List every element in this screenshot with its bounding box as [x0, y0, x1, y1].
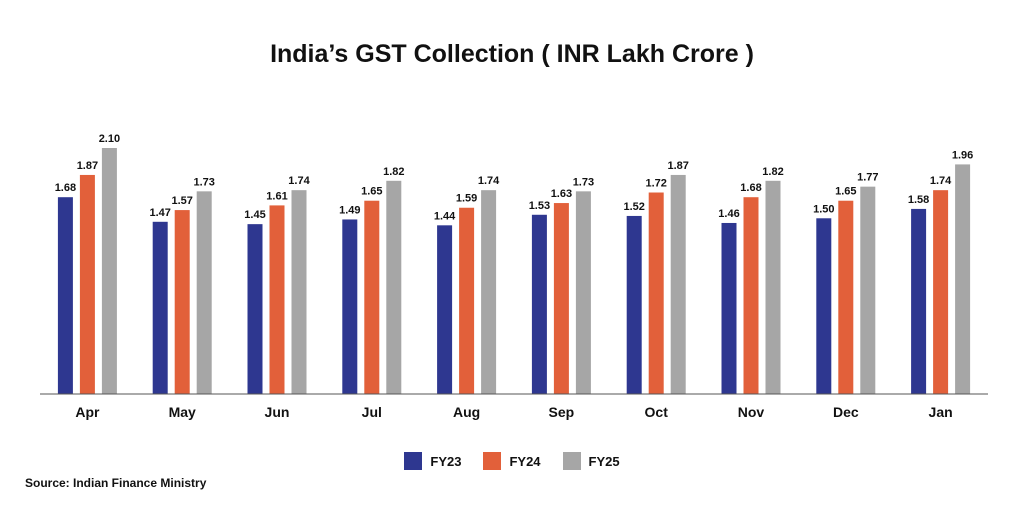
bar-fy24-nov: [743, 197, 759, 394]
bar-fy23-oct: [626, 215, 642, 394]
value-label-fy23-apr: 1.68: [55, 182, 76, 194]
bar-fy23-apr: [57, 197, 73, 394]
value-label-fy23-aug: 1.44: [434, 210, 456, 222]
bar-fy23-nov: [721, 222, 737, 394]
legend-swatch-fy25: [562, 452, 581, 470]
value-label-fy25-jan: 1.96: [952, 149, 973, 161]
value-label-fy24-aug: 1.59: [456, 193, 477, 205]
bar-fy25-sep: [575, 191, 591, 394]
bar-fy25-dec: [860, 186, 876, 394]
x-tick-label-apr: Apr: [75, 404, 100, 420]
bar-fy25-jul: [386, 180, 402, 394]
bar-fy24-apr: [79, 174, 95, 394]
x-tick-label-aug: Aug: [453, 404, 480, 420]
value-label-fy24-apr: 1.87: [77, 160, 98, 172]
bar-fy25-may: [196, 191, 212, 394]
bar-fy25-apr: [101, 148, 117, 394]
value-label-fy23-jun: 1.45: [244, 209, 265, 221]
value-label-fy24-jan: 1.74: [930, 175, 952, 187]
value-label-fy23-may: 1.47: [149, 207, 170, 219]
legend-item-fy23: FY23: [404, 452, 461, 470]
bar-fy23-jul: [342, 219, 358, 394]
value-label-fy23-dec: 1.50: [813, 203, 834, 215]
source-note: Source: Indian Finance Ministry: [25, 476, 207, 490]
value-label-fy25-oct: 1.87: [667, 160, 688, 172]
value-label-fy24-sep: 1.63: [551, 188, 572, 200]
bar-fy24-aug: [459, 207, 475, 394]
value-label-fy25-jun: 1.74: [288, 175, 310, 187]
x-tick-label-may: May: [169, 404, 196, 420]
bar-fy23-jan: [911, 208, 927, 394]
bar-fy23-dec: [816, 218, 832, 394]
bar-fy23-may: [152, 221, 168, 394]
bar-fy24-sep: [553, 203, 569, 394]
value-label-fy24-nov: 1.68: [740, 182, 761, 194]
value-label-fy25-nov: 1.82: [762, 166, 783, 178]
value-label-fy25-dec: 1.77: [857, 172, 878, 184]
legend-label-fy24: FY24: [509, 453, 541, 469]
bar-fy25-oct: [670, 174, 686, 394]
value-label-fy24-jul: 1.65: [361, 186, 382, 198]
bar-fy24-jun: [269, 205, 285, 394]
bar-fy24-jul: [364, 200, 380, 394]
value-label-fy25-aug: 1.74: [478, 175, 500, 187]
bar-fy23-aug: [437, 225, 453, 394]
bar-fy25-jan: [955, 164, 971, 394]
x-tick-label-jul: Jul: [362, 404, 382, 420]
chart-title: India’s GST Collection ( INR Lakh Crore …: [270, 40, 754, 68]
bars-group: [57, 148, 971, 394]
bar-fy25-aug: [481, 190, 497, 394]
bar-fy24-may: [174, 210, 190, 394]
value-label-fy23-jan: 1.58: [908, 194, 929, 206]
value-label-fy23-oct: 1.52: [623, 201, 644, 213]
value-labels-group: 1.681.872.101.471.571.731.451.611.741.49…: [55, 133, 974, 222]
legend-item-fy24: FY24: [483, 452, 541, 470]
bar-fy24-jan: [933, 190, 949, 394]
legend-item-fy25: FY25: [562, 452, 620, 470]
x-tick-label-sep: Sep: [549, 404, 575, 420]
x-tick-label-dec: Dec: [833, 404, 859, 420]
value-label-fy25-apr: 2.10: [99, 133, 120, 145]
bar-fy23-sep: [531, 214, 547, 394]
value-label-fy24-dec: 1.65: [835, 186, 856, 198]
bar-fy24-oct: [648, 192, 664, 394]
value-label-fy23-sep: 1.53: [529, 200, 550, 212]
x-tick-label-nov: Nov: [738, 404, 765, 420]
value-label-fy25-sep: 1.73: [573, 176, 594, 188]
bar-fy23-jun: [247, 224, 263, 394]
legend: FY23 FY24 FY25: [0, 452, 1024, 470]
legend-swatch-fy23: [404, 452, 423, 470]
value-label-fy24-oct: 1.72: [645, 178, 666, 190]
x-tick-labels-group: Apr May Jun Jul Aug Sep Oct Nov Dec Jan: [75, 404, 952, 420]
legend-swatch-fy24: [483, 452, 502, 470]
legend-label-fy23: FY23: [430, 453, 462, 469]
bar-fy25-jun: [291, 190, 307, 394]
value-label-fy23-jul: 1.49: [339, 204, 360, 216]
x-tick-label-oct: Oct: [645, 404, 669, 420]
legend-label-fy25: FY25: [588, 453, 620, 469]
x-tick-label-jan: Jan: [929, 404, 953, 420]
value-label-fy25-jul: 1.82: [383, 166, 404, 178]
value-label-fy25-may: 1.73: [193, 176, 214, 188]
value-label-fy23-nov: 1.46: [718, 208, 739, 220]
bar-fy24-dec: [838, 200, 854, 394]
value-label-fy24-may: 1.57: [171, 195, 192, 207]
x-tick-label-jun: Jun: [265, 404, 290, 420]
bar-fy25-nov: [765, 180, 781, 394]
value-label-fy24-jun: 1.61: [266, 190, 287, 202]
